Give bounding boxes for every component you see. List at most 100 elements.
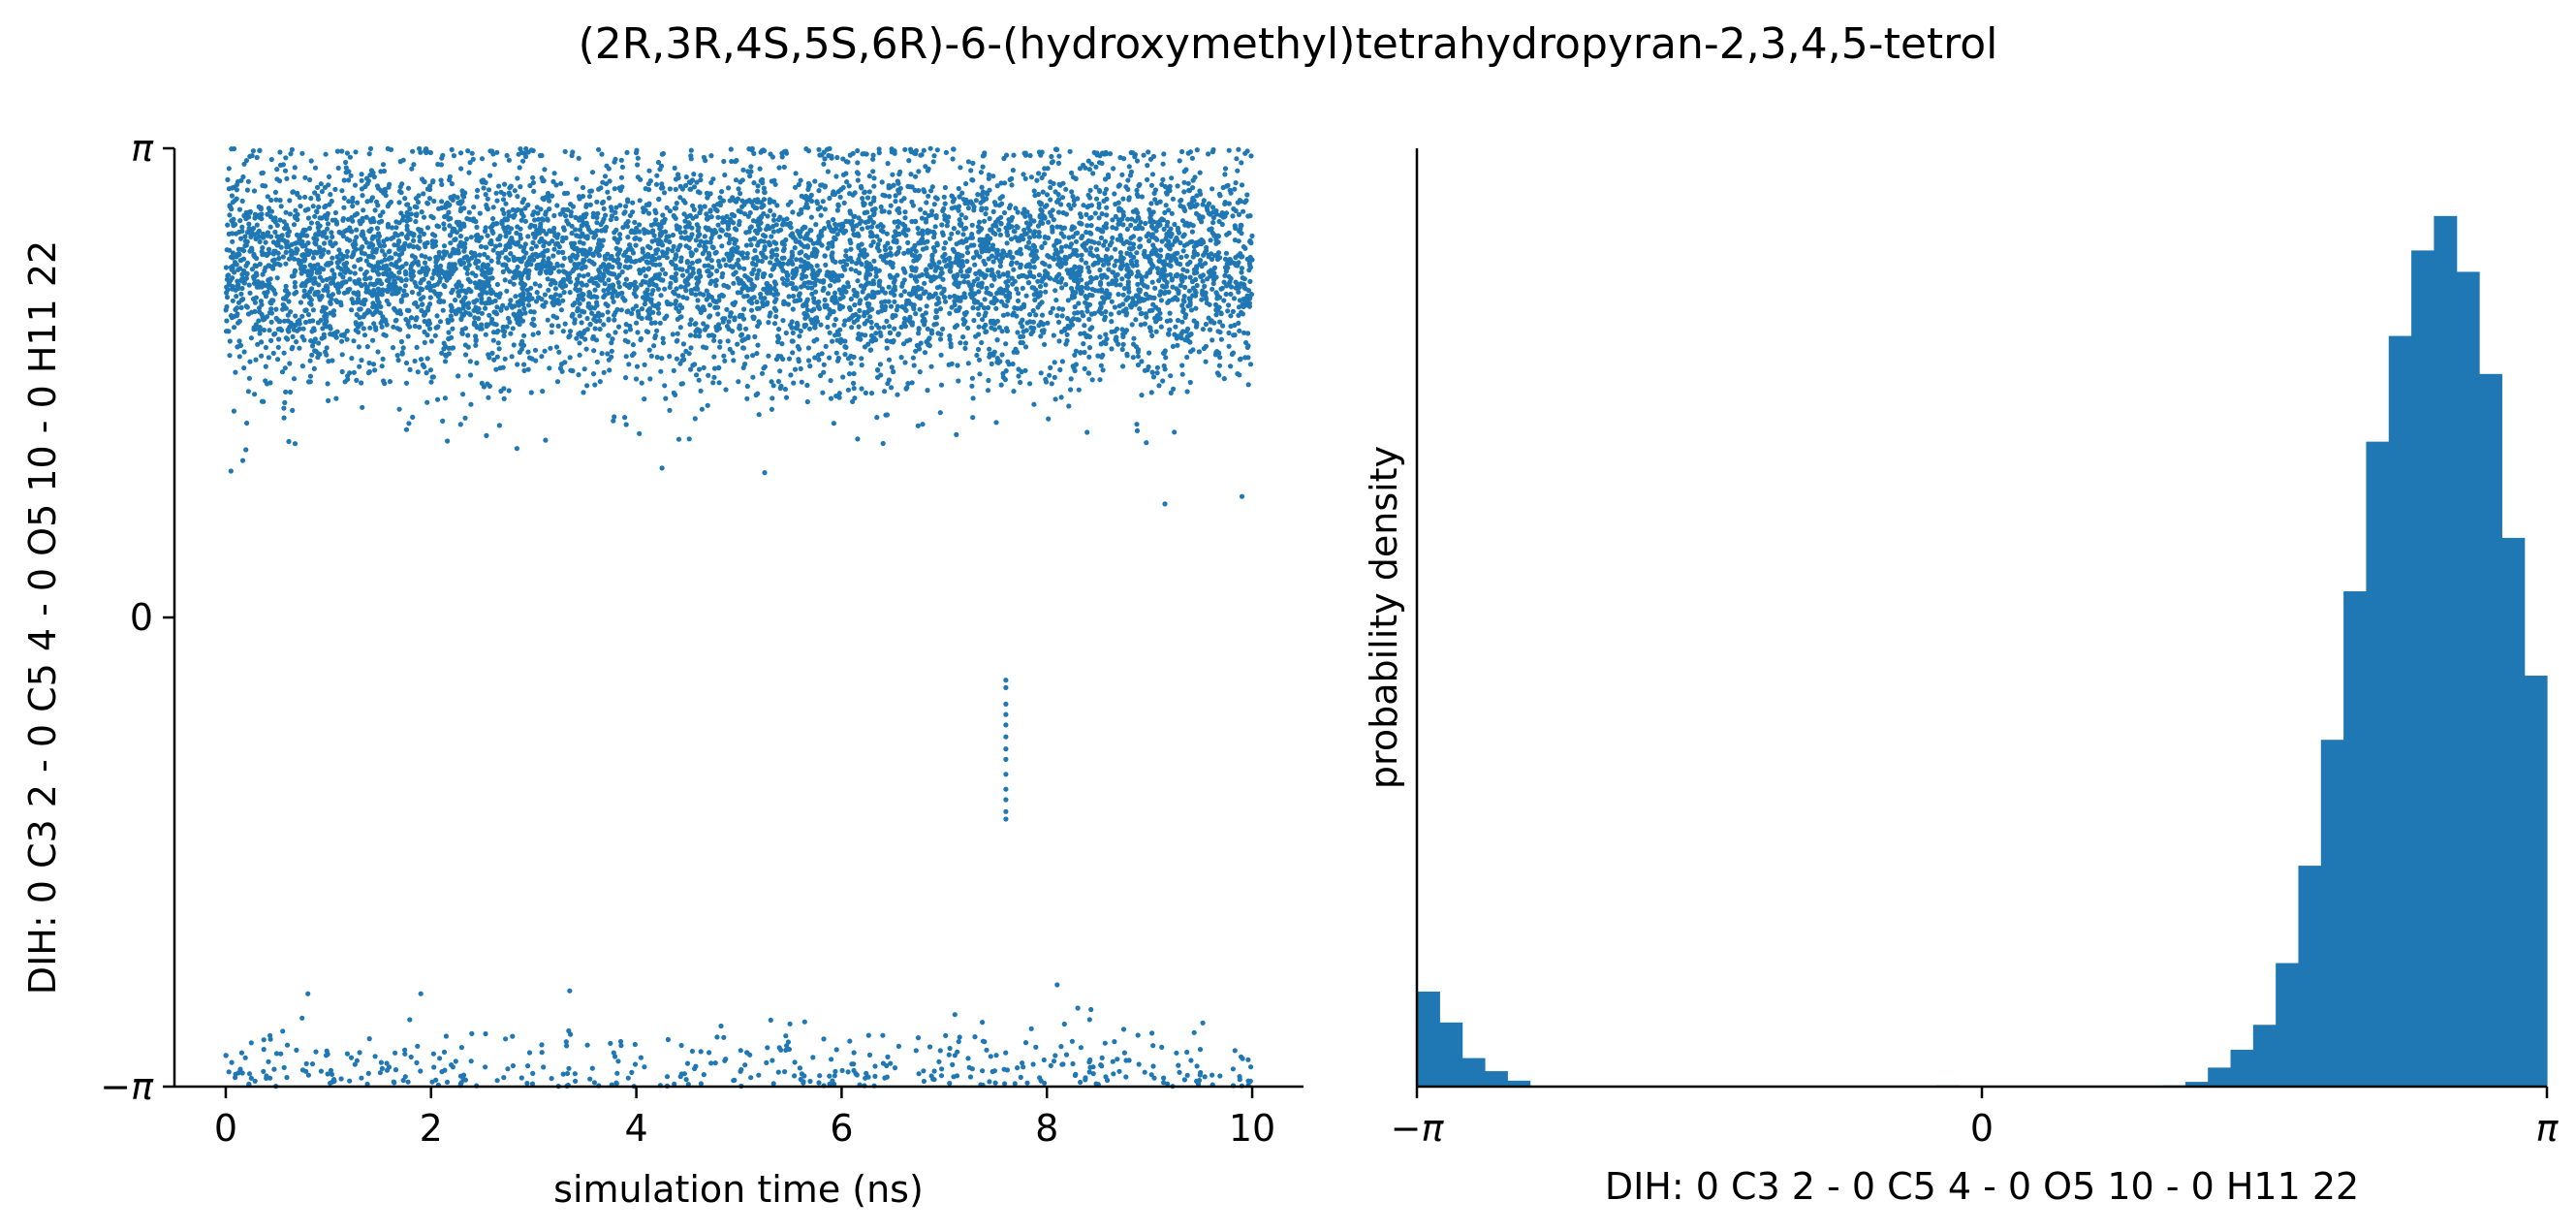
scatter-point xyxy=(1082,323,1087,329)
scatter-point xyxy=(829,252,834,259)
scatter-point xyxy=(276,336,282,342)
scatter-point xyxy=(299,238,305,245)
scatter-point xyxy=(874,415,880,421)
scatter-point xyxy=(325,210,330,216)
scatter-point xyxy=(1058,202,1064,207)
scatter-point xyxy=(707,208,713,214)
scatter-point xyxy=(312,213,318,219)
scatter-point xyxy=(783,395,790,400)
scatter-point xyxy=(1072,304,1078,310)
scatter-point xyxy=(315,196,322,202)
scatter-point xyxy=(1097,377,1103,383)
scatter-point xyxy=(884,345,890,351)
scatter-point xyxy=(1169,277,1175,283)
scatter-point xyxy=(575,233,581,238)
scatter-point xyxy=(962,201,968,206)
scatter-point xyxy=(805,358,812,363)
scatter-point xyxy=(228,277,234,283)
scatter-point xyxy=(523,250,529,256)
scatter-point xyxy=(1177,158,1182,164)
scatter-point xyxy=(545,276,550,282)
scatter-point xyxy=(846,183,852,189)
scatter-point xyxy=(622,264,628,269)
scatter-point xyxy=(1175,261,1180,267)
scatter-point xyxy=(246,282,252,288)
scatter-point xyxy=(603,181,610,187)
scatter-point xyxy=(928,331,935,336)
scatter-point xyxy=(844,179,850,185)
scatter-point xyxy=(411,162,417,168)
scatter-point xyxy=(903,386,909,392)
scatter-point xyxy=(1112,263,1117,269)
scatter-point xyxy=(720,319,726,325)
scatter-point xyxy=(638,176,644,182)
scatter-point xyxy=(1244,192,1250,198)
scatter-point xyxy=(862,190,867,196)
scatter-point xyxy=(280,296,287,301)
scatter-point xyxy=(886,357,893,363)
scatter-point xyxy=(594,199,600,205)
scatter-point xyxy=(938,352,944,358)
scatter-point xyxy=(301,294,307,300)
scatter-point xyxy=(445,317,451,323)
scatter-point xyxy=(451,153,456,159)
scatter-point xyxy=(606,357,612,363)
scatter-point xyxy=(1179,371,1185,377)
scatter-point xyxy=(1102,190,1108,197)
scatter-point xyxy=(292,268,298,273)
scatter-point xyxy=(1116,310,1122,316)
scatter-point xyxy=(817,305,823,311)
scatter-point xyxy=(519,200,525,205)
scatter-point xyxy=(1197,170,1203,175)
scatter-point xyxy=(613,289,618,295)
scatter-point xyxy=(1037,293,1043,299)
scatter-point xyxy=(890,314,895,320)
scatter-point xyxy=(940,276,946,282)
scatter-point xyxy=(659,267,666,272)
scatter-point xyxy=(363,175,370,181)
scatter-point xyxy=(1181,189,1187,195)
scatter-point xyxy=(851,287,857,294)
scatter-point xyxy=(1181,232,1187,237)
scatter-point xyxy=(642,301,648,307)
scatter-point xyxy=(780,318,786,324)
scatter-point xyxy=(952,260,958,266)
scatter-point xyxy=(332,186,338,192)
scatter-point xyxy=(294,339,299,345)
scatter-point xyxy=(1031,401,1037,407)
scatter-point xyxy=(224,303,230,310)
scatter-point xyxy=(325,288,330,294)
scatter-point xyxy=(616,284,622,290)
scatter-point xyxy=(859,226,865,232)
scatter-point xyxy=(1040,322,1046,328)
scatter-point xyxy=(729,158,735,165)
scatter-point xyxy=(1134,187,1140,193)
scatter-point xyxy=(843,171,849,176)
scatter-point xyxy=(367,173,373,178)
scatter-point xyxy=(732,240,738,246)
scatter-point xyxy=(572,300,578,306)
scatter-point xyxy=(1160,378,1166,384)
scatter-point xyxy=(246,375,252,381)
scatter-point xyxy=(306,379,312,385)
scatter-point xyxy=(691,172,697,177)
scatter-point xyxy=(902,209,908,215)
scatter-point xyxy=(1224,232,1230,237)
scatter-point xyxy=(321,334,327,340)
scatter-point xyxy=(1032,229,1038,235)
scatter-point xyxy=(1081,341,1086,347)
scatter-point xyxy=(847,306,854,313)
scatter-point xyxy=(1137,272,1143,278)
scatter-point xyxy=(768,207,773,213)
scatter-point xyxy=(790,330,796,335)
scatter-point xyxy=(599,312,606,318)
scatter-point xyxy=(1027,381,1033,387)
scatter-point xyxy=(1180,267,1186,272)
scatter-point xyxy=(349,214,355,221)
scatter-point xyxy=(698,173,704,178)
scatter-point xyxy=(856,257,862,263)
scatter-point xyxy=(1147,237,1152,244)
scatter-point xyxy=(322,240,328,246)
scatter-point xyxy=(363,275,369,282)
scatter-point xyxy=(1248,153,1254,159)
